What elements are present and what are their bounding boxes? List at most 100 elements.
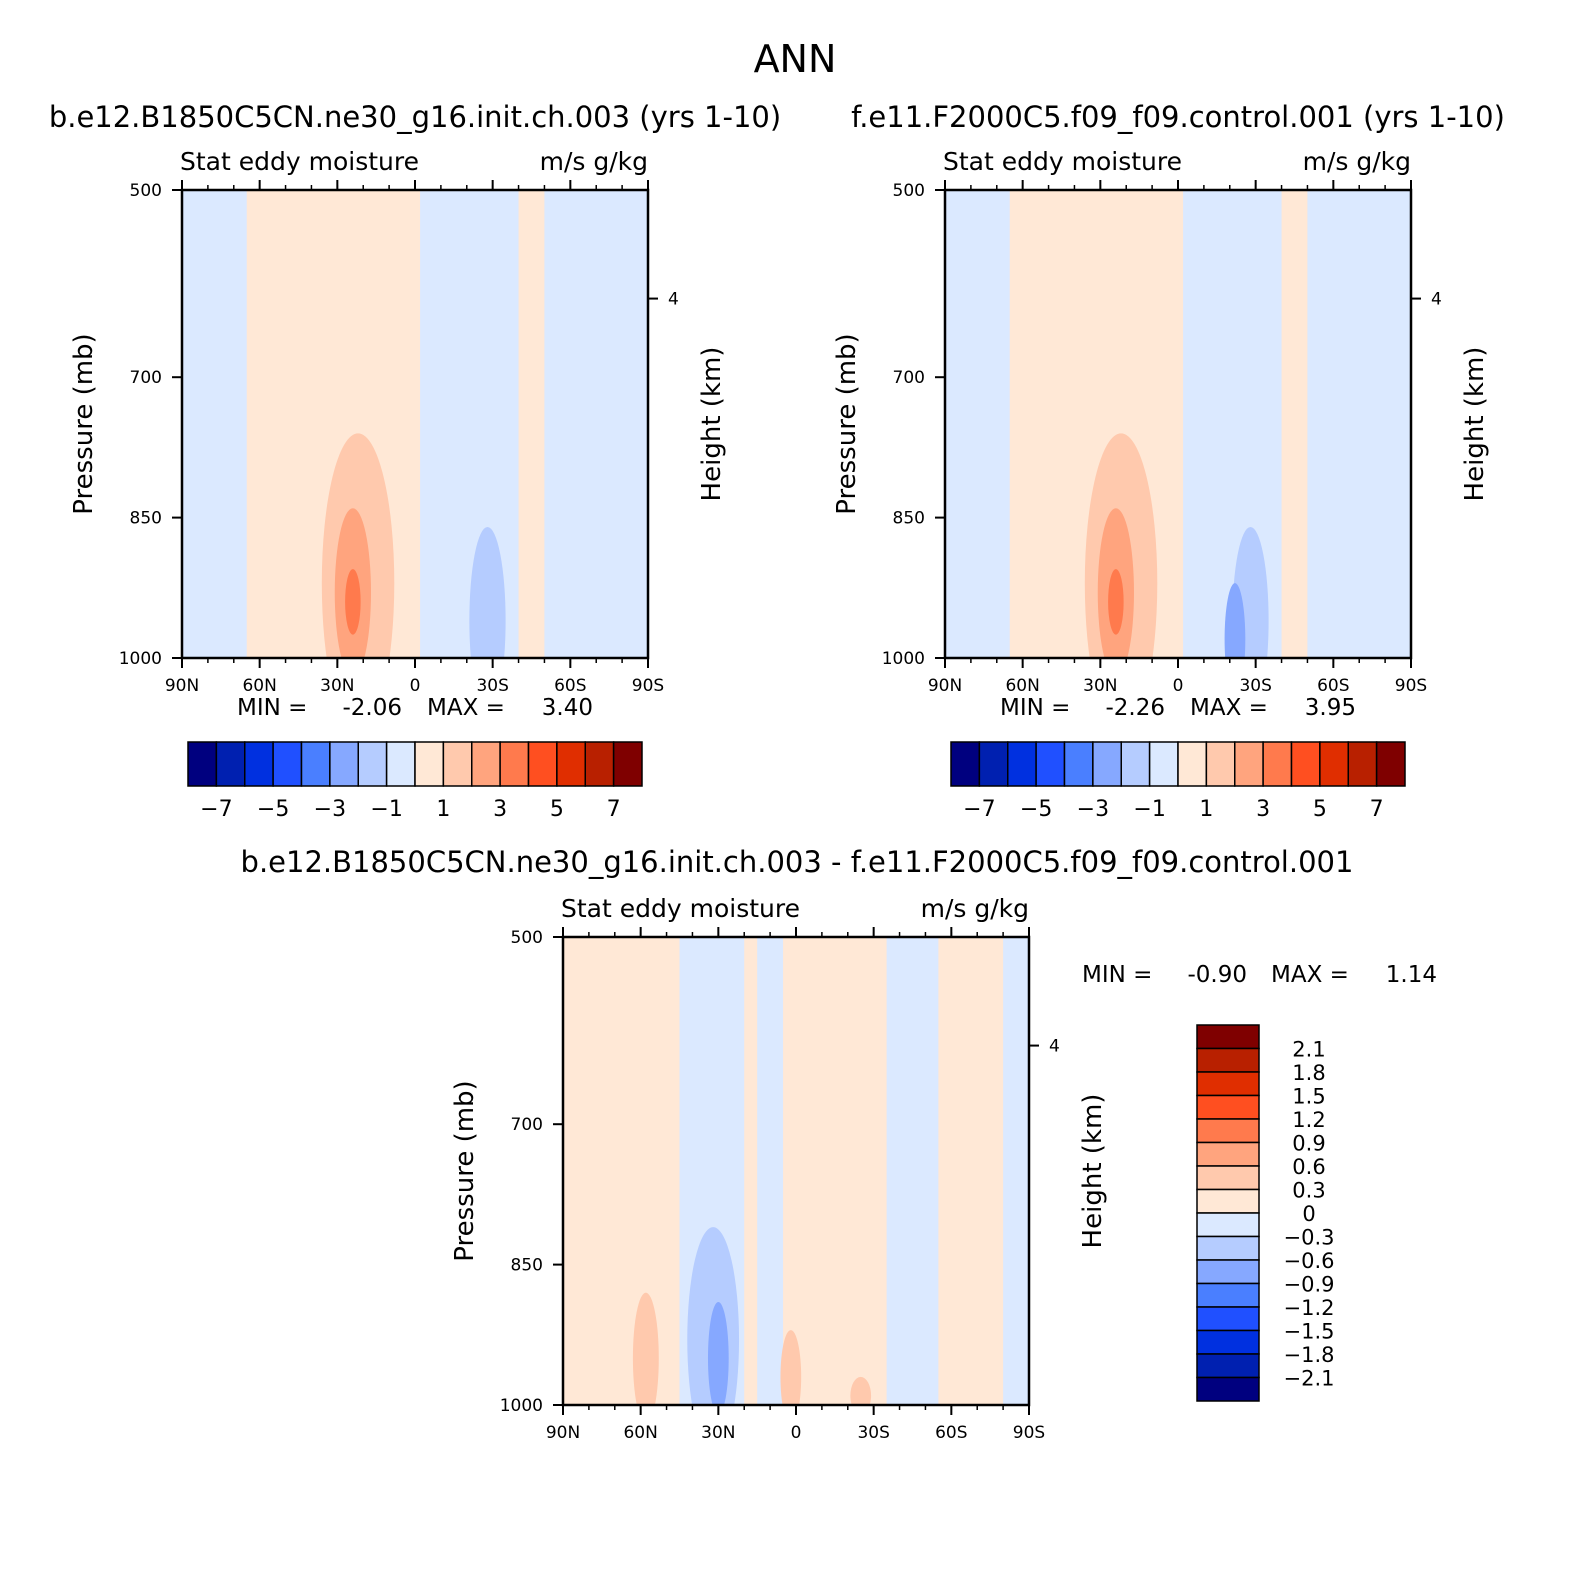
panel-subtitle-right: m/s g/kg (921, 894, 1029, 923)
field-band-neg (957, 190, 1010, 658)
x-tick-label: 30N (1083, 676, 1117, 696)
colorbar-box (1196, 1353, 1260, 1379)
field-band-neg (1003, 937, 1029, 1405)
y-tick-label: 1000 (500, 1396, 543, 1416)
colorbar-box (527, 741, 558, 787)
colorbar-label: −5 (1020, 797, 1052, 822)
field-contour (707, 1302, 729, 1405)
y-tick-label: 1000 (882, 649, 925, 669)
y-right-tick-label: 4 (668, 290, 679, 310)
y-right-tick-label: 4 (1049, 1037, 1060, 1057)
colorbar-box (1205, 741, 1236, 787)
colorbar-label: −0.9 (1284, 1273, 1335, 1297)
x-tick-label: 30S (857, 1423, 889, 1443)
y-tick-label: 850 (511, 1256, 543, 1276)
colorbar-box (1196, 1306, 1260, 1332)
max-label: MAX = (427, 695, 505, 721)
x-tick-label: 60N (242, 676, 276, 696)
colorbar-label: 0.9 (1292, 1132, 1325, 1156)
colorbar-label: −0.6 (1284, 1249, 1335, 1273)
y-tick-label: 850 (130, 509, 162, 529)
y-axis-label: Pressure (mb) (832, 333, 862, 514)
x-tick-label: 30S (1239, 676, 1271, 696)
x-tick-label: 90S (632, 676, 664, 696)
y-tick-label: 700 (893, 368, 925, 388)
y-right-axis-label: Height (km) (1460, 347, 1490, 502)
colorbar-label: −3 (1077, 797, 1109, 822)
colorbar-label: −1.2 (1284, 1296, 1335, 1320)
panel-subtitle-right: m/s g/kg (540, 147, 648, 176)
colorbar-label: −1.5 (1284, 1320, 1335, 1344)
x-tick-label: 60N (623, 1423, 657, 1443)
x-tick-label: 60N (1005, 676, 1039, 696)
y-tick-label: 500 (511, 928, 543, 948)
field-band-pos (246, 190, 320, 658)
field-band-pos (518, 190, 545, 658)
colorbar-box (215, 741, 246, 787)
panel-subtitle-left: Stat eddy moisture (943, 147, 1182, 176)
min-value: -2.06 (342, 695, 402, 721)
panel-right: 90N 60N 30N 0 30S 60S 90S 500 700 850 1000 4 f.e11.F… (832, 100, 1505, 822)
field-band-neg (544, 190, 648, 658)
colorbar-box (1177, 741, 1208, 787)
colorbar-box (1196, 1259, 1260, 1285)
colorbar-box (244, 741, 274, 787)
colorbar-label: 1.2 (1292, 1108, 1325, 1132)
colorbar-box (1063, 741, 1094, 787)
figure-title: ANN (754, 37, 837, 81)
colorbar-box (1196, 1141, 1260, 1167)
colorbar-box (442, 741, 473, 787)
colorbar-label: 1.5 (1292, 1085, 1325, 1109)
field-band-pos (563, 937, 1029, 1405)
x-tick-label: 30S (476, 676, 508, 696)
colorbar-box (471, 741, 501, 787)
x-tick-label: 30N (320, 676, 354, 696)
x-tick-label: 60S (1317, 676, 1349, 696)
y-axis-label: Pressure (mb) (69, 333, 99, 514)
field-band-neg (194, 190, 247, 658)
colorbar-box (1196, 1282, 1260, 1308)
y-tick-label: 700 (511, 1115, 543, 1135)
colorbar-box (612, 741, 643, 787)
max-value: 1.14 (1386, 962, 1437, 988)
colorbar-label: −1.8 (1284, 1343, 1335, 1367)
colorbar-label: −7 (963, 797, 995, 822)
min-value: -2.26 (1105, 695, 1165, 721)
colorbar-box (1319, 741, 1349, 787)
y-right-axis-label: Height (km) (1078, 1094, 1108, 1249)
colorbar-box (584, 741, 615, 787)
colorbar-label: −1 (1133, 797, 1165, 822)
colorbar-label: −3 (314, 797, 346, 822)
panel-subtitle-left: Stat eddy moisture (561, 894, 800, 923)
colorbar-box (1375, 741, 1406, 787)
field-contour (469, 526, 506, 658)
x-tick-label: 30N (701, 1423, 735, 1443)
field-band-neg (886, 937, 939, 1405)
colorbar-box (950, 741, 981, 787)
max-label: MAX = (1271, 962, 1349, 988)
max-value: 3.40 (542, 695, 593, 721)
colorbar-label: −1 (370, 797, 402, 822)
colorbar-box (272, 741, 303, 787)
colorbar-box (187, 741, 218, 787)
colorbar-box (1196, 1071, 1260, 1097)
colorbar-box (1196, 1047, 1260, 1073)
colorbar-label: 7 (1370, 797, 1384, 822)
panel-subtitle-right: m/s g/kg (1303, 147, 1411, 176)
colorbar-label: 2.1 (1292, 1038, 1325, 1062)
colorbar-box (1347, 741, 1378, 787)
max-label: MAX = (1190, 695, 1268, 721)
colorbar-box (1262, 741, 1293, 787)
colorbar-label: −2.1 (1284, 1367, 1335, 1391)
x-tick-label: 90N (546, 1423, 580, 1443)
colorbar-box (556, 741, 586, 787)
y-right-tick-label: 4 (1431, 290, 1442, 310)
field-band-pos (1281, 190, 1308, 658)
panel-title: b.e12.B1850C5CN.ne30_g16.init.ch.003 - f… (241, 845, 1354, 879)
colorbar-label: −7 (200, 797, 232, 822)
colorbar-box (1196, 1212, 1260, 1238)
colorbar-label: 0.3 (1292, 1179, 1325, 1203)
x-tick-label: 90S (1395, 676, 1427, 696)
x-tick-label: 60S (935, 1423, 967, 1443)
colorbar-box (1196, 1024, 1260, 1050)
